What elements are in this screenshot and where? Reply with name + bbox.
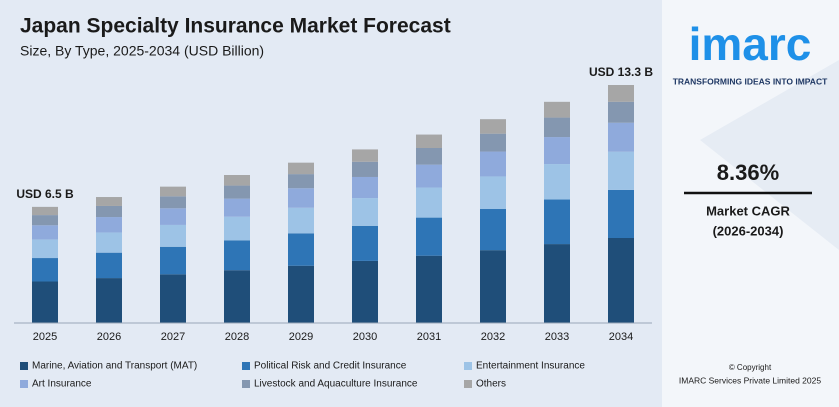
bar-segment (160, 246, 186, 275)
bar-segment (160, 274, 186, 323)
x-tick-label: 2034 (609, 331, 633, 343)
bar-segment (480, 209, 506, 251)
annotation: USD 6.5 B (16, 187, 74, 201)
legend-label: Entertainment Insurance (476, 361, 585, 372)
bar-segment (288, 188, 314, 208)
bar-segment (544, 101, 570, 118)
bar-segment (288, 174, 314, 189)
legend-swatch (20, 380, 28, 388)
tagline: TRANSFORMING IDEAS INTO IMPACT (673, 76, 828, 86)
bar-segment (416, 147, 442, 165)
bar-segment (480, 133, 506, 152)
logo: imarc (689, 18, 812, 70)
legend-label: Livestock and Aquaculture Insurance (254, 379, 418, 390)
bar-segment (352, 176, 378, 199)
annotation: USD 13.3 B (589, 65, 653, 79)
bar-segment (544, 244, 570, 323)
company: IMARC Services Private Limited 2025 (679, 375, 821, 385)
bar-segment (608, 122, 634, 152)
bar-segment (416, 134, 442, 148)
bar-segment (544, 137, 570, 165)
bar-segment (32, 215, 58, 226)
bar-segment (224, 240, 250, 271)
bar-segment (160, 186, 186, 197)
bar-segment (32, 281, 58, 323)
chart-subtitle: Size, By Type, 2025-2034 (USD Billion) (20, 43, 264, 59)
cagr-period: (2026-2034) (713, 223, 784, 238)
x-tick-label: 2027 (161, 331, 185, 343)
legend-label: Others (476, 379, 506, 390)
bar-segment (480, 176, 506, 210)
bar-segment (608, 189, 634, 238)
x-tick-label: 2033 (545, 331, 569, 343)
bar-segment (544, 164, 570, 200)
bar-segment (288, 265, 314, 323)
legend-swatch (464, 362, 472, 370)
bar-segment (96, 205, 122, 218)
decoration (700, 60, 839, 250)
bar-segment (288, 162, 314, 175)
bar-segment (608, 85, 634, 102)
legend-swatch (20, 362, 28, 370)
x-tick-label: 2028 (225, 331, 249, 343)
legend-swatch (464, 380, 472, 388)
bar-segment (224, 185, 250, 199)
bar-segment (416, 255, 442, 323)
chart-title: Japan Specialty Insurance Market Forecas… (20, 15, 451, 38)
x-tick-label: 2032 (481, 331, 505, 343)
copyright: © Copyright (729, 363, 772, 372)
bar-segment (480, 151, 506, 177)
bar-segment (224, 216, 250, 241)
bar-segment (416, 187, 442, 218)
bar-segment (416, 217, 442, 256)
bar-segment (352, 198, 378, 226)
legend-label: Art Insurance (32, 379, 92, 390)
legend-swatch (242, 380, 250, 388)
x-tick-label: 2030 (353, 331, 377, 343)
bar-segment (96, 197, 122, 206)
bar-segment (96, 217, 122, 233)
bar-segment (96, 252, 122, 279)
bar-segment (32, 258, 58, 282)
bar-segment (352, 161, 378, 177)
bar-segment (352, 260, 378, 323)
bar-segment (32, 206, 58, 216)
x-tick-label: 2031 (417, 331, 441, 343)
legend-swatch (242, 362, 250, 370)
x-tick-label: 2029 (289, 331, 313, 343)
bar-segment (32, 239, 58, 259)
x-tick-label: 2025 (33, 331, 57, 343)
bar-segment (160, 224, 186, 247)
bar-segment (224, 198, 250, 217)
bar-segment (224, 175, 250, 186)
legend-label: Political Risk and Credit Insurance (254, 361, 407, 372)
bar-segment (224, 270, 250, 323)
bar-segment (480, 250, 506, 323)
bar-segment (160, 196, 186, 209)
bar-segment (352, 149, 378, 162)
bar-segment (96, 278, 122, 323)
bar-segment (608, 101, 634, 123)
bar-segment (160, 208, 186, 225)
legend-label: Marine, Aviation and Transport (MAT) (32, 361, 197, 372)
bar-segment (544, 117, 570, 138)
bar-segment (352, 225, 378, 261)
cagr-value: 8.36% (717, 160, 779, 185)
bar-segment (288, 207, 314, 234)
x-tick-label: 2026 (97, 331, 121, 343)
cagr-label: Market CAGR (706, 203, 790, 218)
bar-segment (288, 233, 314, 266)
bar-segment (608, 151, 634, 190)
bar-segment (32, 225, 58, 240)
bar-segment (96, 232, 122, 253)
bar-segment (544, 199, 570, 245)
bar-segment (416, 164, 442, 188)
bar-segment (480, 119, 506, 134)
bar-segment (608, 238, 634, 323)
